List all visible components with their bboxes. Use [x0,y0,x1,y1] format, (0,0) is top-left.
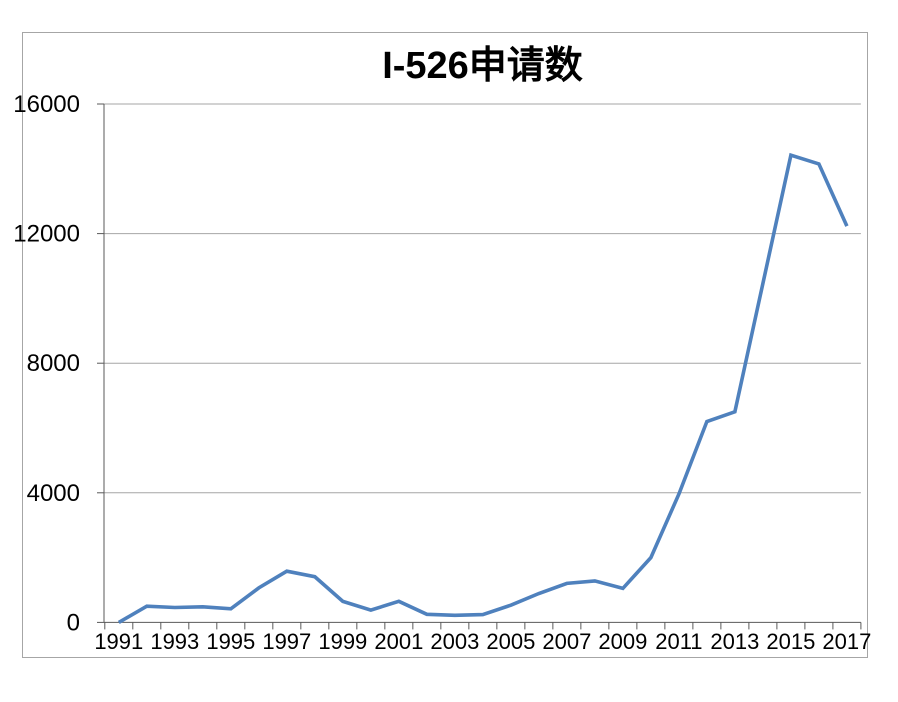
svg-text:2005: 2005 [486,629,535,654]
svg-text:2015: 2015 [766,629,815,654]
svg-text:2013: 2013 [710,629,759,654]
svg-text:2017: 2017 [822,629,871,654]
svg-text:8000: 8000 [27,350,80,377]
svg-text:16000: 16000 [13,91,80,118]
svg-text:4000: 4000 [27,480,80,507]
svg-text:0: 0 [67,609,80,636]
svg-text:2003: 2003 [430,629,479,654]
svg-text:1993: 1993 [150,629,199,654]
svg-text:1991: 1991 [94,629,143,654]
svg-text:1997: 1997 [262,629,311,654]
svg-text:1995: 1995 [206,629,255,654]
svg-text:12000: 12000 [13,221,80,248]
svg-text:2007: 2007 [542,629,591,654]
svg-text:2001: 2001 [374,629,423,654]
svg-text:2009: 2009 [598,629,647,654]
svg-text:2011: 2011 [655,629,702,654]
svg-text:1999: 1999 [318,629,367,654]
